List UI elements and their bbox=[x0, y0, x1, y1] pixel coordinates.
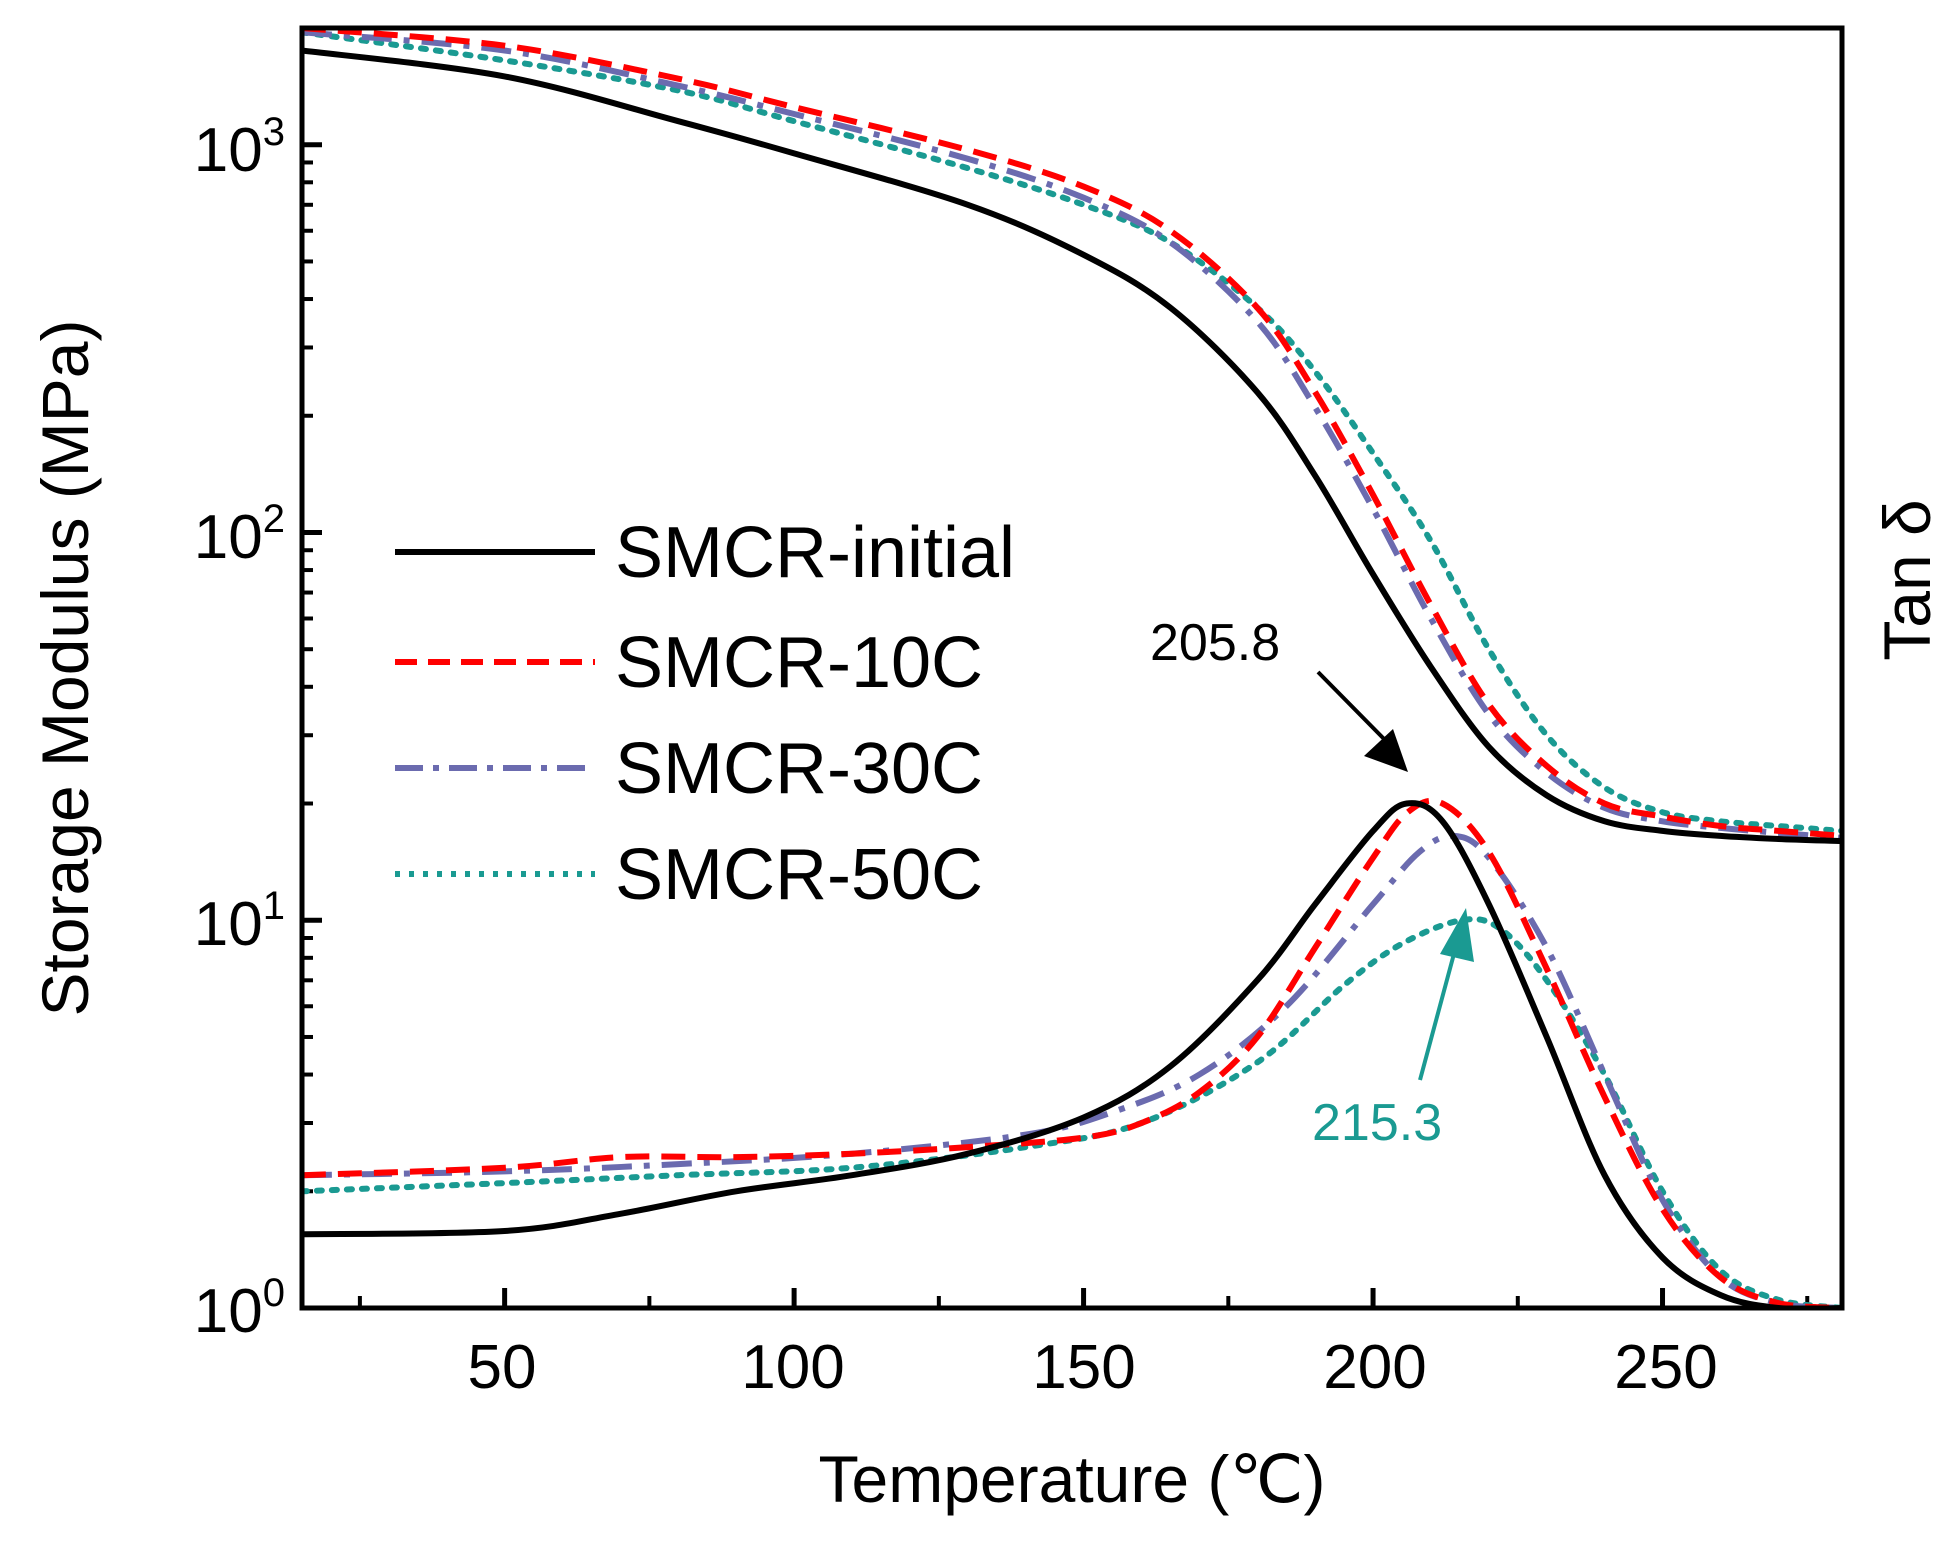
series-line-smcr-10c-modulus bbox=[302, 28, 1842, 839]
annotation-arrow-line bbox=[1418, 949, 1457, 1081]
annotation-label-215-3: 215.3 bbox=[1312, 1094, 1442, 1152]
y-axis-title-right: Tan δ bbox=[1870, 499, 1944, 661]
legend-label-smcr-50c: SMCR-50C bbox=[615, 835, 983, 915]
y-axis-title-left: Storage Modulus (MPa) bbox=[28, 320, 102, 1017]
series-layer bbox=[302, 28, 1842, 1308]
x-tick-label: 150 bbox=[1032, 1333, 1135, 1402]
y-tick-label: 101 bbox=[194, 884, 285, 959]
legend-label-smcr-30c: SMCR-30C bbox=[615, 729, 983, 809]
y-tick-label: 100 bbox=[194, 1271, 285, 1346]
plot-frame bbox=[299, 25, 1845, 1311]
legend-label-smcr-10c: SMCR-10C bbox=[615, 623, 983, 703]
annotation-205-8: 205.8 bbox=[1150, 614, 1408, 772]
annotation-label-205-8: 205.8 bbox=[1150, 614, 1280, 672]
x-tick-label: 50 bbox=[468, 1333, 537, 1402]
series-line-smcr-initial-tan-delta bbox=[302, 800, 1842, 1308]
annotation-arrow-head bbox=[1440, 908, 1474, 962]
series-line-smcr-initial-modulus bbox=[302, 47, 1842, 845]
y-tick-labels: 100 101 102 103 bbox=[194, 110, 285, 1346]
series-line-smcr-10c-tan-delta bbox=[302, 797, 1842, 1308]
y-tick-label: 102 bbox=[194, 497, 285, 572]
x-tick-labels: 50 100 150 200 250 bbox=[468, 1333, 1718, 1402]
legend-label-smcr-initial: SMCR-initial bbox=[615, 513, 1015, 593]
annotation-arrow-line bbox=[1316, 670, 1390, 745]
series-line-smcr-50c-modulus bbox=[302, 29, 1842, 834]
y-tick-label: 103 bbox=[194, 110, 285, 185]
annotation-215-3: 215.3 bbox=[1312, 908, 1474, 1152]
x-axis-title: Temperature (℃) bbox=[819, 1442, 1326, 1516]
x-tick-label: 200 bbox=[1323, 1333, 1426, 1402]
legend: SMCR-initial SMCR-10C SMCR-30C SMCR-50C bbox=[395, 513, 1015, 915]
annotation-arrow-head bbox=[1364, 729, 1408, 772]
series-line-smcr-30c-modulus bbox=[302, 29, 1842, 841]
series-line-smcr-50c-tan-delta bbox=[302, 916, 1842, 1308]
x-tick-label: 100 bbox=[741, 1333, 844, 1402]
x-tick-label: 250 bbox=[1614, 1333, 1717, 1402]
